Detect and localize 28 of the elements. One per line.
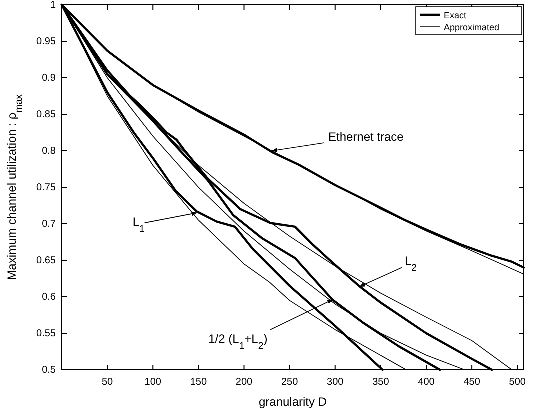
x-tick-label: 100 bbox=[144, 377, 162, 388]
x-tick-label: 300 bbox=[327, 377, 344, 388]
y-tick-label: 1 bbox=[50, 0, 56, 12]
y-tick-label: 0.65 bbox=[36, 256, 56, 267]
y-tick-label: 0.6 bbox=[42, 292, 56, 304]
annotation: 1/2 (L$_{1}$+L$_{2}$) bbox=[208, 332, 268, 352]
annotation: L$_{2}$ bbox=[404, 254, 418, 274]
x-tick-label: 50 bbox=[102, 377, 114, 388]
x-tick-label: 200 bbox=[236, 377, 254, 388]
x-tick-label: 500 bbox=[509, 377, 526, 388]
annotation: Ethernet trace bbox=[328, 130, 404, 144]
x-tick-label: 400 bbox=[418, 377, 436, 388]
x-tick-label: 350 bbox=[372, 377, 390, 388]
x-tick-label: 450 bbox=[464, 377, 481, 388]
y-tick-label: 0.5 bbox=[42, 365, 56, 376]
x-axis-title: granularity D bbox=[258, 395, 328, 409]
legend-label: Approximated bbox=[444, 22, 500, 32]
y-tick-label: 0.8 bbox=[42, 146, 56, 158]
annotation: L$_{1}$ bbox=[132, 215, 145, 235]
y-tick-label: 0.9 bbox=[42, 73, 56, 84]
x-tick-label: 250 bbox=[281, 377, 299, 388]
y-tick-label: 0.85 bbox=[36, 110, 56, 121]
x-tick-label: 150 bbox=[190, 377, 208, 388]
y-tick-label: 0.75 bbox=[36, 182, 56, 194]
legend-label: Exact bbox=[444, 10, 468, 20]
y-tick-label: 0.95 bbox=[36, 36, 56, 48]
y-tick-label: 0.55 bbox=[36, 328, 56, 340]
y-tick-label: 0.7 bbox=[42, 219, 56, 230]
